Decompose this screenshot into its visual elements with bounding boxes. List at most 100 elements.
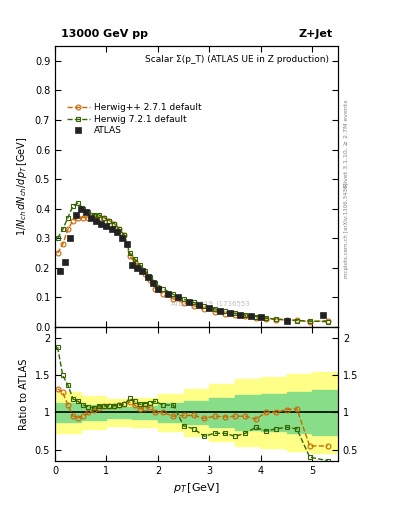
Herwig 7.2.1 default [307, 318, 312, 324]
Herwig 7.2.1 default [181, 296, 186, 302]
Herwig++ 2.7.1 default [307, 318, 312, 325]
Herwig 7.2.1 default [148, 274, 152, 280]
ATLAS [58, 268, 62, 274]
Herwig 7.2.1 default [171, 291, 176, 297]
Line: ATLAS: ATLAS [57, 206, 325, 323]
Herwig 7.2.1 default [55, 235, 60, 241]
Herwig 7.2.1 default [127, 250, 132, 256]
Herwig 7.2.1 default [161, 286, 165, 292]
Herwig++ 2.7.1 default [138, 265, 142, 271]
Herwig++ 2.7.1 default [122, 232, 127, 239]
ATLAS [84, 208, 88, 215]
Text: Rivet 3.1.10, ≥ 2.7M events: Rivet 3.1.10, ≥ 2.7M events [344, 99, 349, 187]
ATLAS [104, 223, 109, 229]
ATLAS [73, 211, 78, 218]
ATLAS [217, 308, 222, 314]
Herwig 7.2.1 default [264, 315, 268, 321]
ATLAS [145, 274, 150, 280]
ATLAS [140, 268, 145, 274]
ATLAS [238, 311, 242, 317]
Herwig++ 2.7.1 default [76, 215, 81, 221]
ATLAS [135, 265, 140, 271]
Herwig 7.2.1 default [91, 211, 96, 218]
Herwig++ 2.7.1 default [117, 226, 122, 232]
ATLAS [119, 235, 124, 241]
Line: Herwig++ 2.7.1 default: Herwig++ 2.7.1 default [55, 215, 330, 324]
Herwig++ 2.7.1 default [153, 286, 158, 292]
ATLAS [207, 305, 212, 311]
X-axis label: $p_T\,[\mathrm{GeV}]$: $p_T\,[\mathrm{GeV}]$ [173, 481, 220, 495]
ATLAS [166, 291, 171, 297]
Herwig++ 2.7.1 default [243, 313, 248, 319]
ATLAS [176, 294, 181, 301]
Herwig 7.2.1 default [122, 232, 127, 239]
Herwig 7.2.1 default [253, 313, 258, 319]
Herwig 7.2.1 default [81, 206, 86, 212]
Herwig++ 2.7.1 default [222, 311, 227, 317]
Herwig 7.2.1 default [132, 256, 137, 262]
ATLAS [68, 235, 73, 241]
Herwig 7.2.1 default [284, 316, 289, 323]
Text: Z+Jet: Z+Jet [298, 29, 332, 39]
Herwig++ 2.7.1 default [66, 226, 70, 232]
Herwig 7.2.1 default [191, 300, 196, 306]
Herwig 7.2.1 default [71, 203, 75, 209]
Herwig++ 2.7.1 default [202, 306, 207, 312]
ATLAS [197, 302, 202, 308]
Herwig 7.2.1 default [222, 308, 227, 314]
Herwig 7.2.1 default [86, 208, 91, 215]
Text: Scalar Σ(p_T) (ATLAS UE in Z production): Scalar Σ(p_T) (ATLAS UE in Z production) [145, 54, 329, 63]
Herwig++ 2.7.1 default [325, 317, 330, 324]
Herwig++ 2.7.1 default [61, 241, 65, 247]
Herwig 7.2.1 default [243, 312, 248, 318]
ATLAS [99, 221, 104, 227]
Herwig 7.2.1 default [61, 226, 65, 232]
Herwig 7.2.1 default [233, 310, 237, 316]
ATLAS [125, 241, 129, 247]
Herwig 7.2.1 default [101, 215, 106, 221]
ATLAS [248, 313, 253, 319]
Herwig++ 2.7.1 default [161, 291, 165, 297]
Herwig++ 2.7.1 default [143, 271, 147, 277]
Herwig++ 2.7.1 default [212, 309, 217, 315]
ATLAS [63, 259, 68, 265]
Herwig++ 2.7.1 default [233, 312, 237, 318]
Herwig++ 2.7.1 default [127, 253, 132, 259]
ATLAS [94, 218, 99, 224]
Herwig 7.2.1 default [117, 226, 122, 232]
ATLAS [109, 226, 114, 232]
Line: Herwig 7.2.1 default: Herwig 7.2.1 default [55, 200, 330, 324]
Herwig 7.2.1 default [325, 318, 330, 325]
Herwig++ 2.7.1 default [112, 221, 117, 227]
Herwig 7.2.1 default [66, 215, 70, 221]
Y-axis label: $1/N_{ch}\,dN_{ch}/dp_T\,[\mathrm{GeV}]$: $1/N_{ch}\,dN_{ch}/dp_T\,[\mathrm{GeV}]$ [15, 137, 29, 236]
Herwig 7.2.1 default [274, 316, 279, 322]
Herwig++ 2.7.1 default [148, 276, 152, 283]
ATLAS [130, 262, 134, 268]
Herwig++ 2.7.1 default [264, 316, 268, 322]
Herwig++ 2.7.1 default [55, 250, 60, 256]
Herwig++ 2.7.1 default [101, 215, 106, 221]
Herwig 7.2.1 default [96, 211, 101, 218]
Herwig 7.2.1 default [138, 262, 142, 268]
Herwig++ 2.7.1 default [191, 303, 196, 309]
Herwig 7.2.1 default [212, 306, 217, 312]
Herwig 7.2.1 default [294, 317, 299, 324]
Herwig++ 2.7.1 default [274, 316, 279, 323]
ATLAS [89, 215, 94, 221]
Herwig 7.2.1 default [107, 218, 111, 224]
Text: 13000 GeV pp: 13000 GeV pp [61, 29, 148, 39]
Herwig++ 2.7.1 default [81, 215, 86, 221]
Herwig 7.2.1 default [76, 200, 81, 206]
Herwig++ 2.7.1 default [91, 215, 96, 221]
ATLAS [228, 310, 232, 316]
ATLAS [284, 317, 289, 324]
Herwig++ 2.7.1 default [71, 218, 75, 224]
ATLAS [151, 280, 155, 286]
Herwig++ 2.7.1 default [107, 218, 111, 224]
ATLAS [186, 299, 191, 305]
Herwig 7.2.1 default [143, 268, 147, 274]
Herwig 7.2.1 default [202, 303, 207, 309]
Herwig 7.2.1 default [153, 280, 158, 286]
Herwig++ 2.7.1 default [132, 259, 137, 265]
